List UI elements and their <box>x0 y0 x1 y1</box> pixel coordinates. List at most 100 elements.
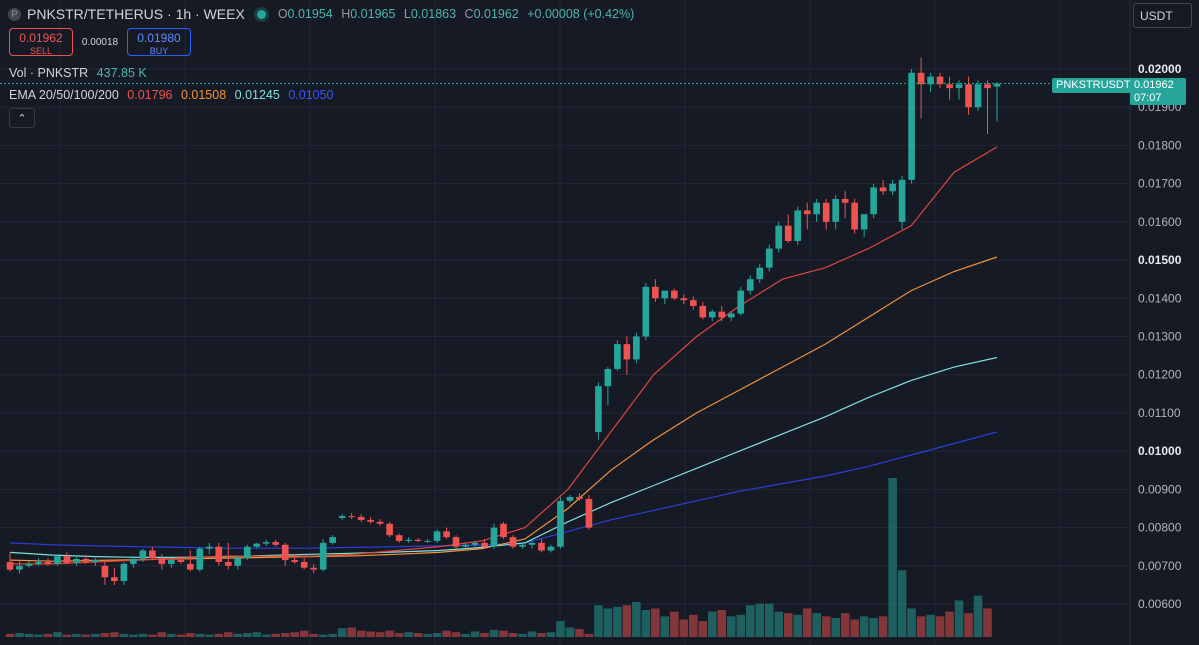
candle[interactable] <box>566 495 574 503</box>
candle[interactable] <box>329 535 336 545</box>
candle[interactable] <box>756 263 764 283</box>
candle[interactable] <box>215 542 223 566</box>
candle[interactable] <box>860 214 868 238</box>
candle[interactable] <box>519 542 526 549</box>
candle[interactable] <box>585 495 593 530</box>
candle[interactable] <box>642 283 650 341</box>
candle[interactable] <box>908 69 915 184</box>
candle[interactable] <box>281 542 289 566</box>
candle[interactable] <box>262 539 270 546</box>
candle[interactable] <box>528 540 536 549</box>
candle[interactable] <box>158 554 166 570</box>
candle[interactable] <box>652 279 659 303</box>
candle[interactable] <box>82 555 90 564</box>
candle[interactable] <box>310 563 318 574</box>
candle[interactable] <box>671 288 678 301</box>
candle[interactable] <box>604 367 612 406</box>
currency-select[interactable]: USDT <box>1133 3 1192 28</box>
candle[interactable] <box>424 539 431 543</box>
candle[interactable] <box>946 76 953 100</box>
candle[interactable] <box>73 557 80 566</box>
candle[interactable] <box>395 533 403 543</box>
candle[interactable] <box>727 311 735 322</box>
candle[interactable] <box>889 179 896 196</box>
candle[interactable] <box>917 57 925 119</box>
candle[interactable] <box>708 309 716 322</box>
candle[interactable] <box>120 561 128 585</box>
candle[interactable] <box>386 521 393 538</box>
candle[interactable] <box>784 214 792 243</box>
candle[interactable] <box>44 558 52 566</box>
candle[interactable] <box>272 539 280 547</box>
sell-button[interactable]: 0.01962 SELL <box>9 28 73 56</box>
candle[interactable] <box>443 527 450 540</box>
candle[interactable] <box>205 542 213 555</box>
candle[interactable] <box>63 552 71 564</box>
candle[interactable] <box>927 72 934 92</box>
symbol-title[interactable]: PNKSTR/TETHERUS · 1h · WEEX <box>27 6 245 22</box>
candle[interactable] <box>291 554 299 564</box>
candle[interactable] <box>633 332 640 364</box>
candle[interactable] <box>595 382 602 440</box>
candle[interactable] <box>538 539 545 553</box>
candle[interactable] <box>54 554 61 566</box>
candle[interactable] <box>452 535 460 549</box>
candle[interactable] <box>822 198 830 230</box>
candle[interactable] <box>965 76 972 115</box>
candle[interactable] <box>186 550 194 572</box>
candle[interactable] <box>224 542 232 570</box>
candle[interactable] <box>414 538 422 543</box>
candle[interactable] <box>974 80 982 112</box>
candle[interactable] <box>243 544 251 561</box>
candle[interactable] <box>338 514 346 520</box>
candle[interactable] <box>794 206 802 245</box>
candle[interactable] <box>6 552 14 572</box>
candle[interactable] <box>433 529 441 543</box>
candle[interactable] <box>870 183 877 219</box>
candle[interactable] <box>813 198 821 222</box>
candle[interactable] <box>737 286 745 316</box>
candle[interactable] <box>357 514 365 522</box>
candle[interactable] <box>746 275 754 295</box>
candle[interactable] <box>149 546 156 561</box>
candle[interactable] <box>196 546 204 572</box>
candle[interactable] <box>481 539 488 549</box>
candle[interactable] <box>661 290 669 305</box>
collapse-legend-button[interactable]: ⌃ <box>9 108 35 128</box>
candle[interactable] <box>92 558 99 566</box>
candle[interactable] <box>851 198 858 234</box>
candle[interactable] <box>500 521 507 540</box>
buy-button[interactable]: 0.01980 BUY <box>127 28 191 56</box>
candle[interactable] <box>718 305 726 322</box>
candle[interactable] <box>367 516 374 524</box>
candle[interactable] <box>471 540 479 547</box>
candle[interactable] <box>898 176 906 230</box>
candle[interactable] <box>376 519 384 526</box>
candle[interactable] <box>680 294 688 305</box>
candle[interactable] <box>614 340 621 371</box>
price-axis[interactable]: 0.00600 0.00700 0.00800 0.00900 0.01000 0.011… <box>1138 62 1182 611</box>
candle[interactable] <box>803 202 811 230</box>
candle[interactable] <box>993 82 1001 122</box>
candle[interactable] <box>689 296 697 310</box>
candle[interactable] <box>35 558 42 566</box>
candle[interactable] <box>300 558 308 570</box>
candle[interactable] <box>576 493 583 501</box>
candle[interactable] <box>623 336 631 375</box>
candle[interactable] <box>490 523 498 549</box>
candle[interactable] <box>775 221 783 253</box>
candle[interactable] <box>462 542 469 549</box>
candle[interactable] <box>765 244 773 272</box>
candle[interactable] <box>234 556 242 570</box>
candle[interactable] <box>25 561 33 568</box>
candle[interactable] <box>253 542 261 549</box>
candle[interactable] <box>130 556 137 568</box>
ema-legend[interactable]: EMA 20/50/100/200 0.01796 0.01508 0.0124… <box>9 88 334 102</box>
candle[interactable] <box>832 195 839 230</box>
candle[interactable] <box>955 80 963 100</box>
candle[interactable] <box>16 560 23 574</box>
candle[interactable] <box>405 537 412 543</box>
candle[interactable] <box>139 548 147 562</box>
candle[interactable] <box>348 513 355 520</box>
